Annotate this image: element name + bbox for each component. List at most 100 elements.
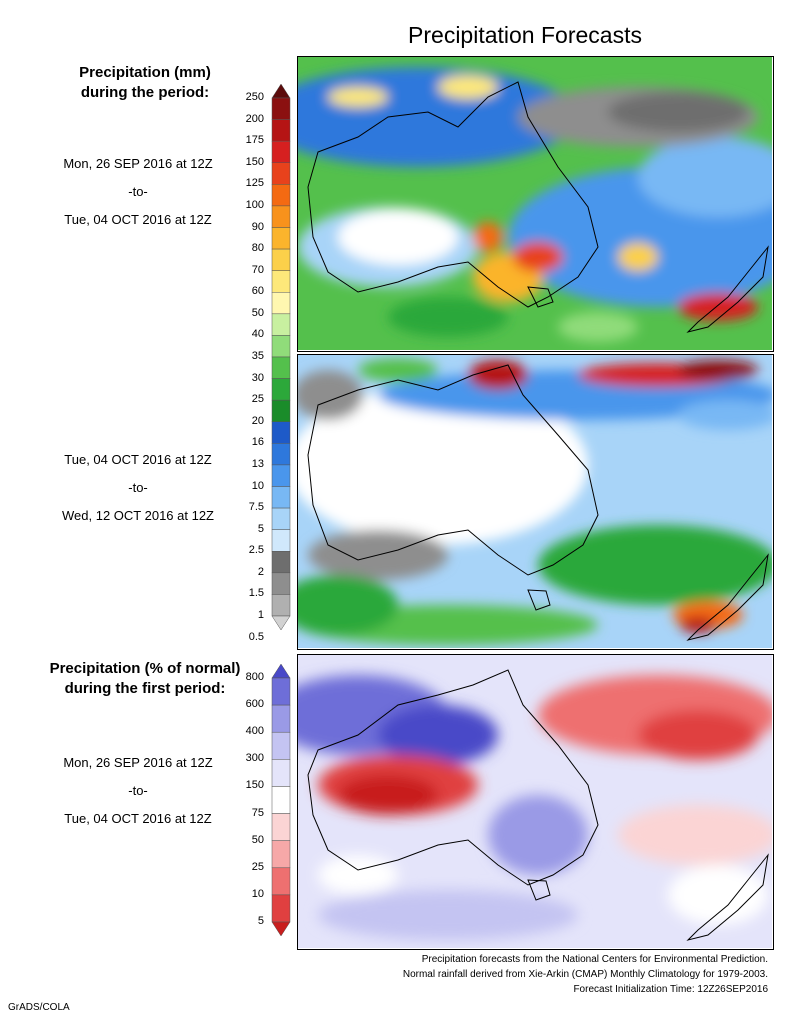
colorbar-tick-label: 175: [245, 134, 264, 147]
colorbar-tick-label: 2.5: [248, 544, 264, 557]
footer-line2: Normal rainfall derived from Xie-Arkin (…: [402, 969, 768, 980]
colorbar-segment: [271, 378, 291, 401]
colorbar-tick-label: 10: [251, 887, 264, 900]
colorbar-bottom-arrow: [271, 921, 291, 936]
colorbar-segment: [271, 227, 291, 250]
colorbar-segment: [271, 507, 291, 530]
colorbar-segment: [271, 443, 291, 466]
map-period2-svg: [298, 355, 772, 648]
map-period2-amount: [297, 354, 774, 650]
amount-heading-line1: Precipitation (mm): [79, 64, 211, 81]
colorbar-segment: [271, 704, 291, 733]
amount-heading-line2: during the period:: [80, 84, 210, 101]
colorbar-tick-label: 1: [257, 609, 264, 621]
amount-heading: Precipitation (mm) during the period:: [40, 63, 250, 103]
colorbar-segment: [271, 486, 291, 509]
page-title: Precipitation Forecasts: [408, 22, 642, 48]
map-period3-svg: [298, 655, 772, 948]
footer-line1: Precipitation forecasts from the Nationa…: [421, 954, 768, 965]
colorbar-segment: [271, 813, 291, 841]
period1-end: Tue, 04 OCT 2016 at 12Z: [64, 212, 212, 227]
map-period1-svg: [298, 57, 772, 350]
colorbar-segment: [271, 894, 291, 923]
percent-colorbar: [271, 664, 291, 936]
colorbar-segment: [271, 140, 291, 164]
colorbar-segment: [271, 270, 291, 293]
period3-dates: Mon, 26 SEP 2016 at 12Z -to- Tue, 04 OCT…: [38, 749, 238, 833]
percent-heading: Precipitation (% of normal) during the f…: [30, 659, 260, 699]
colorbar-tick-label: 80: [251, 242, 264, 255]
colorbar-tick-label: 200: [245, 112, 264, 125]
period1-sep: -to-: [128, 184, 148, 199]
colorbar-segment: [271, 421, 291, 444]
colorbar-tick-label: 250: [245, 91, 264, 103]
colorbar-segment: [271, 594, 291, 617]
colorbar-segment: [271, 399, 291, 422]
colorbar-tick-label: 13: [251, 457, 264, 470]
colorbar-segment: [271, 292, 291, 315]
map-period1-percent: [297, 654, 774, 950]
colorbar-tick-label: 600: [245, 698, 264, 711]
colorbar-tick-label: 400: [245, 725, 264, 738]
percent-heading-line2: during the first period:: [64, 680, 226, 697]
period1-dates: Mon, 26 SEP 2016 at 12Z -to- Tue, 04 OCT…: [38, 150, 238, 234]
colorbar-segment: [271, 759, 291, 787]
colorbar-segment: [271, 867, 291, 896]
colorbar-tick-label: 50: [251, 306, 264, 319]
map-period1-amount: [297, 56, 774, 352]
colorbar-tick-label: 20: [251, 414, 264, 427]
colorbar-tick-label: 100: [245, 198, 264, 211]
footer-line3: Forecast Initialization Time: 12Z26SEP20…: [573, 984, 768, 995]
colorbar-tick-label: 10: [251, 479, 264, 492]
colorbar-tick-label: 70: [251, 263, 264, 276]
colorbar-segment: [271, 551, 291, 574]
period3-end: Tue, 04 OCT 2016 at 12Z: [64, 811, 212, 826]
colorbar-tick-label: 7.5: [248, 501, 264, 514]
colorbar-tick-label: 30: [251, 371, 264, 384]
colorbar-tick-label: 90: [251, 220, 264, 233]
colorbar-tick-label: 5: [257, 915, 264, 927]
colorbar-tick-label: 2: [257, 565, 264, 578]
colorbar-tick-label: 1.5: [248, 587, 264, 600]
colorbar-tick-label: 300: [245, 752, 264, 765]
colorbar-tick-label: 35: [251, 350, 264, 362]
colorbar-tick-label: 800: [245, 671, 264, 683]
colorbar-segment: [271, 205, 291, 228]
colorbar-segment: [271, 356, 291, 379]
period1-start: Mon, 26 SEP 2016 at 12Z: [63, 156, 213, 171]
period2-dates: Tue, 04 OCT 2016 at 12Z -to- Wed, 12 OCT…: [38, 446, 238, 530]
colorbar-segment: [271, 313, 291, 336]
colorbar-bottom-arrow: [271, 615, 291, 630]
colorbar-tick-label: 150: [245, 779, 264, 792]
colorbar-segment: [271, 464, 291, 487]
colorbar-tick-label: 25: [251, 393, 264, 406]
period3-start: Mon, 26 SEP 2016 at 12Z: [63, 755, 213, 770]
percent-heading-line1: Precipitation (% of normal): [49, 660, 241, 677]
colorbar-tick-label: 25: [251, 860, 264, 873]
colorbar-segment: [271, 335, 291, 358]
colorbar-segment: [271, 572, 291, 595]
colorbar-tick-label: 0.5: [248, 630, 264, 643]
colorbar-segment: [271, 97, 291, 120]
period2-sep: -to-: [128, 480, 148, 495]
colorbar-tick-label: 60: [251, 285, 264, 298]
colorbar-segment: [271, 677, 291, 706]
footer-notes: Precipitation forecasts from the Nationa…: [403, 952, 768, 997]
colorbar-tick-label: 75: [251, 806, 264, 819]
colorbar-tick-label: 16: [251, 436, 264, 449]
colorbar-tick-label: 125: [245, 177, 264, 190]
colorbar-top-arrow: [271, 84, 291, 99]
period2-start: Tue, 04 OCT 2016 at 12Z: [64, 452, 212, 467]
colorbar-segment: [271, 184, 291, 207]
amount-colorbar: [271, 84, 291, 630]
colorbar-top-arrow: [271, 664, 291, 679]
colorbar-segment: [271, 840, 291, 869]
credit-label: GrADS/COLA: [8, 1002, 70, 1013]
colorbar-segment: [271, 248, 291, 271]
colorbar-tick-label: 50: [251, 833, 264, 846]
period3-sep: -to-: [128, 783, 148, 798]
colorbar-tick-label: 150: [245, 155, 264, 168]
colorbar-tick-label: 40: [251, 328, 264, 341]
colorbar-segment: [271, 162, 291, 185]
period2-end: Wed, 12 OCT 2016 at 12Z: [62, 508, 214, 523]
